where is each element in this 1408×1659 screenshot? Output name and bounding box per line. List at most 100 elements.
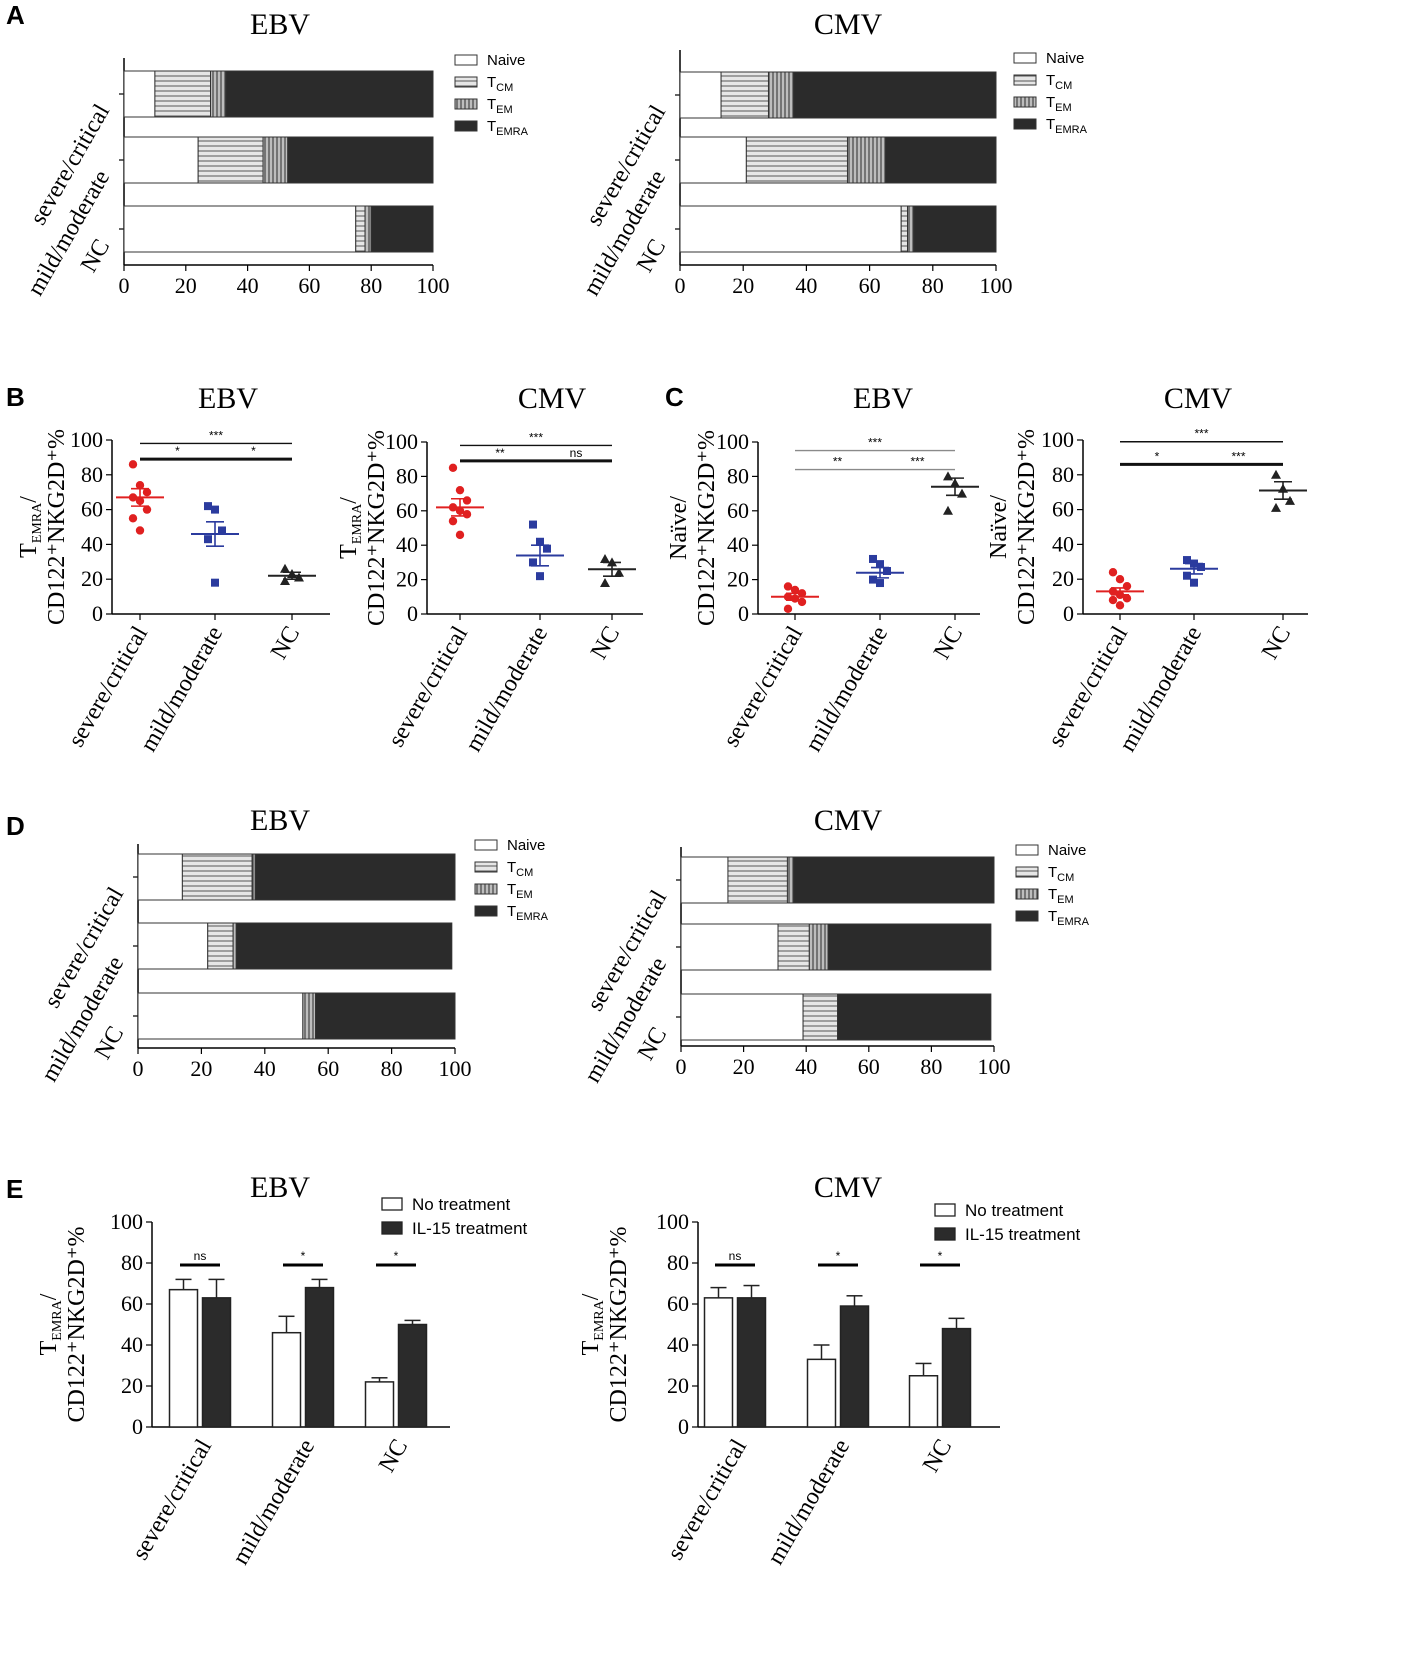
data-point-severe: [135, 481, 145, 490]
bar-segment-t-em: [210, 70, 227, 118]
bar-segment-t-emra: [913, 205, 997, 253]
chart-title: CMV: [518, 382, 587, 415]
x-tick-label: 100: [439, 1056, 472, 1081]
y-axis-title-line2: CD122⁺NKG2D⁺%: [606, 1226, 632, 1422]
legend-label-t-em: TEM: [1046, 94, 1072, 114]
y-axis-title-slash: /: [16, 496, 42, 503]
legend-swatch-t-cm: [474, 861, 498, 873]
y-axis-title-line2: CD122⁺NKG2D⁺%: [44, 429, 70, 625]
data-point-severe: [1108, 595, 1118, 605]
category-label: NC: [918, 1435, 957, 1477]
chart-title: CMV: [814, 8, 883, 41]
legend-swatch-t-em: [1013, 96, 1037, 108]
y-tick-label: 20: [396, 567, 418, 592]
legend-label-naive: Naive: [1048, 842, 1086, 859]
bar-no-treatment: [364, 1381, 395, 1428]
y-axis-title-subscript: EMRA: [592, 1299, 607, 1340]
bar-segment-naive: [680, 923, 779, 971]
x-tick-label: 0: [675, 273, 686, 298]
legend-text: Naive: [1046, 50, 1084, 67]
legend-text: TCM: [1046, 72, 1072, 92]
x-tick-label: 20: [190, 1056, 212, 1081]
data-point-nc: [943, 505, 953, 515]
data-point-mild: [204, 502, 212, 511]
data-point-mild: [211, 505, 219, 514]
legend-swatch-naive: [454, 54, 478, 66]
y-axis-title-line2: CD122⁺NKG2D⁺%: [64, 1226, 90, 1422]
y-tick-label: 60: [396, 498, 418, 523]
legend-swatch-il15: [381, 1221, 403, 1235]
bar-segment-t-cm: [745, 136, 848, 184]
data-point-mild: [529, 520, 537, 529]
data-point-mild: [876, 560, 884, 569]
legend-subscript: CM: [1057, 872, 1074, 884]
legend-subscript: EMRA: [1057, 916, 1089, 928]
legend-swatch-t-emra: [454, 120, 478, 132]
data-point-nc: [600, 578, 610, 588]
y-axis-title-line1: TEMRA/: [36, 1293, 65, 1355]
y-axis-title-line1: Naïve/: [666, 496, 692, 560]
legend-text: TEMRA: [507, 903, 549, 923]
bar-segment-t-cm: [355, 205, 366, 253]
data-point-severe: [455, 485, 465, 495]
bar-segment-t-emra: [884, 136, 997, 184]
bar-segment-t-emra: [254, 853, 456, 901]
bar-segment-naive: [137, 922, 209, 970]
significance-label: *: [836, 1249, 841, 1263]
y-tick-label: 20: [81, 566, 103, 591]
bar-il15-treatment: [304, 1286, 335, 1428]
bar-no-treatment: [168, 1288, 199, 1428]
scatter-chart-b-ebv: EBV020406080100TEMRA/CD122⁺NKG2D⁺%severe…: [16, 382, 330, 756]
y-tick-label: 0: [1063, 601, 1074, 626]
legend-label-t-emra: TEMRA: [507, 903, 549, 923]
legend-swatch-naive: [1013, 52, 1037, 64]
y-axis-title-slash: /: [336, 497, 362, 504]
category-label: NC: [1257, 622, 1296, 664]
data-point-mild: [876, 579, 884, 588]
legend-text: Naive: [1048, 842, 1086, 859]
x-tick-label: 40: [237, 273, 259, 298]
legend-text: TCM: [1048, 864, 1074, 884]
chart-title: CMV: [1164, 382, 1233, 415]
bar-chart-e-cmv: CMV 0 20 40 60 80 100 TEMRA/CD122⁺NKG2D⁺% ns seve…: [578, 1171, 1081, 1569]
x-tick-label: 0: [119, 273, 130, 298]
bar-segment-t-emra: [837, 993, 992, 1041]
y-axis-title-slash: /: [36, 1293, 62, 1300]
panel-letter-e: E: [6, 1174, 23, 1204]
data-point-severe: [135, 526, 145, 535]
bar-segment-t-emra: [315, 992, 456, 1040]
bar-segment-naive: [137, 853, 183, 901]
scatter-chart-c-ebv: EBV020406080100Naïve/CD122⁺NKG2D⁺%severe…: [666, 382, 980, 756]
y-axis-title-line2: CD122⁺NKG2D⁺%: [364, 430, 390, 626]
y-tick-label: 0: [678, 1414, 689, 1439]
bar-segment-t-em: [786, 856, 795, 904]
chart-title: CMV: [814, 804, 883, 837]
legend-swatch-t-emra: [1015, 910, 1039, 922]
x-tick-label: 60: [317, 1056, 339, 1081]
data-point-nc: [280, 575, 290, 585]
y-tick-label: 40: [1052, 531, 1074, 556]
panel-letter-b: B: [6, 382, 25, 412]
chart-title: EBV: [198, 382, 258, 415]
y-tick-label: 100: [70, 427, 103, 452]
data-point-severe: [462, 496, 472, 505]
legend-label-t-emra: TEMRA: [1048, 908, 1090, 928]
significance-label: ns: [194, 1249, 207, 1263]
bar-segment-t-cm: [720, 71, 769, 119]
data-point-mild: [1190, 578, 1198, 587]
data-point-severe: [448, 463, 458, 472]
data-point-severe: [142, 488, 152, 497]
x-tick-label: 80: [381, 1056, 403, 1081]
y-axis-title-line1: TEMRA/: [16, 496, 45, 558]
category-label: mild/moderate: [461, 622, 554, 756]
bar-il15-treatment: [201, 1297, 232, 1428]
panel-letter-c: C: [665, 382, 684, 412]
bar-chart-e-ebv: EBV 0 20 40 60 80 100 TEMRA/CD122⁺NKG2D⁺% ns seve…: [36, 1171, 528, 1569]
data-point-severe: [783, 604, 793, 614]
bar-segment-t-cm: [154, 70, 212, 118]
category-label: severe/critical: [662, 1435, 752, 1565]
y-axis-title: Naïve/CD122⁺NKG2D⁺%: [986, 429, 1040, 625]
x-tick-label: 100: [417, 273, 450, 298]
data-point-nc: [957, 488, 967, 498]
